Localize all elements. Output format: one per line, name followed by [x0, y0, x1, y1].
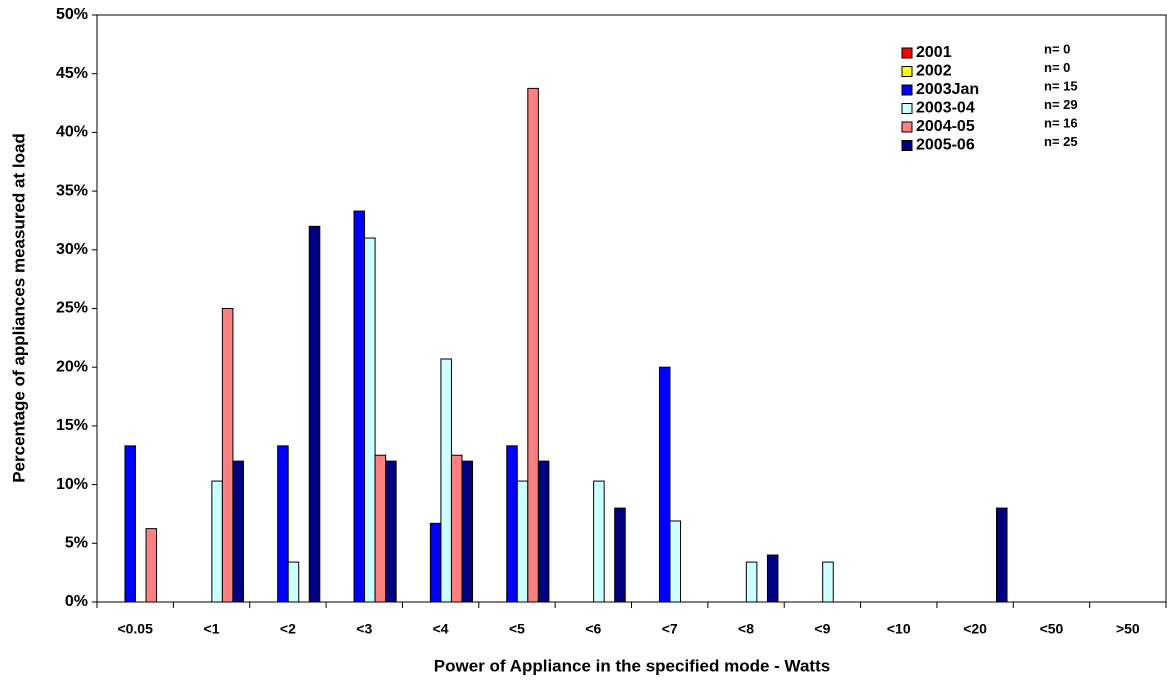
bar — [364, 237, 376, 603]
x-tick-label: >50 — [1116, 621, 1140, 637]
y-tick-label: 20% — [56, 358, 88, 375]
legend-label: 2005-06 — [916, 137, 975, 154]
legend-label: 2001 — [916, 44, 952, 61]
bar — [822, 561, 834, 603]
legend-note: n= 16 — [1044, 115, 1078, 130]
bar — [145, 528, 158, 603]
bar — [124, 445, 136, 603]
x-tick-label: <6 — [585, 621, 601, 637]
legend-note: n= 0 — [1044, 60, 1070, 75]
x-tick-label: <10 — [887, 621, 911, 637]
bar — [232, 460, 244, 603]
y-tick-label: 10% — [56, 476, 88, 493]
bar — [461, 460, 474, 603]
x-tick-label: <3 — [356, 621, 372, 637]
bar — [211, 480, 223, 603]
x-axis-title: Power of Appliance in the specified mode… — [434, 656, 830, 675]
bar — [995, 507, 1008, 603]
bar — [287, 561, 300, 603]
legend-swatch — [901, 140, 913, 151]
y-tick-label: 5% — [65, 535, 88, 552]
legend-note: n= 25 — [1044, 134, 1078, 149]
bar — [353, 210, 366, 603]
x-tick-label: <8 — [738, 621, 754, 637]
bar — [537, 460, 550, 603]
bar — [440, 358, 452, 603]
bar — [277, 445, 289, 603]
bar — [669, 520, 682, 603]
legend-note: n= 29 — [1044, 97, 1078, 112]
legend-label: 2004-05 — [916, 118, 975, 135]
bar — [374, 454, 387, 603]
legend-label: 2003-04 — [916, 100, 975, 117]
bar — [527, 87, 539, 603]
y-tick-label: 50% — [56, 6, 88, 23]
x-tick-label: <4 — [433, 621, 449, 637]
legend-label: 2002 — [916, 63, 952, 80]
legend-swatch — [901, 121, 913, 133]
y-tick-label: 15% — [56, 417, 88, 434]
bar — [593, 480, 605, 603]
x-tick-label: <7 — [662, 621, 678, 637]
legend-swatch — [901, 103, 913, 114]
bar — [614, 507, 626, 603]
bar — [385, 460, 397, 603]
bar — [506, 445, 518, 603]
bar — [429, 522, 442, 603]
y-tick-label: 45% — [56, 65, 88, 82]
x-tick-label: <20 — [963, 621, 987, 637]
y-tick-label: 35% — [56, 182, 88, 199]
bar — [516, 480, 529, 603]
y-tick-label: 30% — [56, 241, 88, 258]
legend-note: n= 15 — [1044, 78, 1078, 93]
bar — [450, 454, 463, 603]
bar — [745, 561, 758, 603]
legend-swatch — [901, 66, 913, 77]
x-tick-label: <0.05 — [117, 621, 153, 637]
legend-swatch — [901, 47, 913, 59]
x-tick-label: <5 — [509, 621, 525, 637]
x-tick-label: <2 — [280, 621, 296, 637]
y-tick-label: 25% — [56, 300, 88, 317]
legend-note: n= 0 — [1044, 41, 1070, 56]
x-tick-label: <9 — [814, 621, 830, 637]
x-tick-label: <50 — [1040, 621, 1064, 637]
y-tick-label: 0% — [65, 593, 88, 610]
legend-swatch — [901, 84, 913, 96]
bar — [658, 366, 671, 603]
y-axis-title: Percentage of appliances measured at loa… — [9, 133, 28, 483]
x-tick-label: <1 — [204, 621, 220, 637]
y-tick-label: 40% — [56, 124, 88, 141]
bar — [308, 225, 321, 603]
legend-label: 2003Jan — [916, 81, 979, 98]
bar — [766, 554, 779, 603]
bar — [221, 308, 234, 603]
